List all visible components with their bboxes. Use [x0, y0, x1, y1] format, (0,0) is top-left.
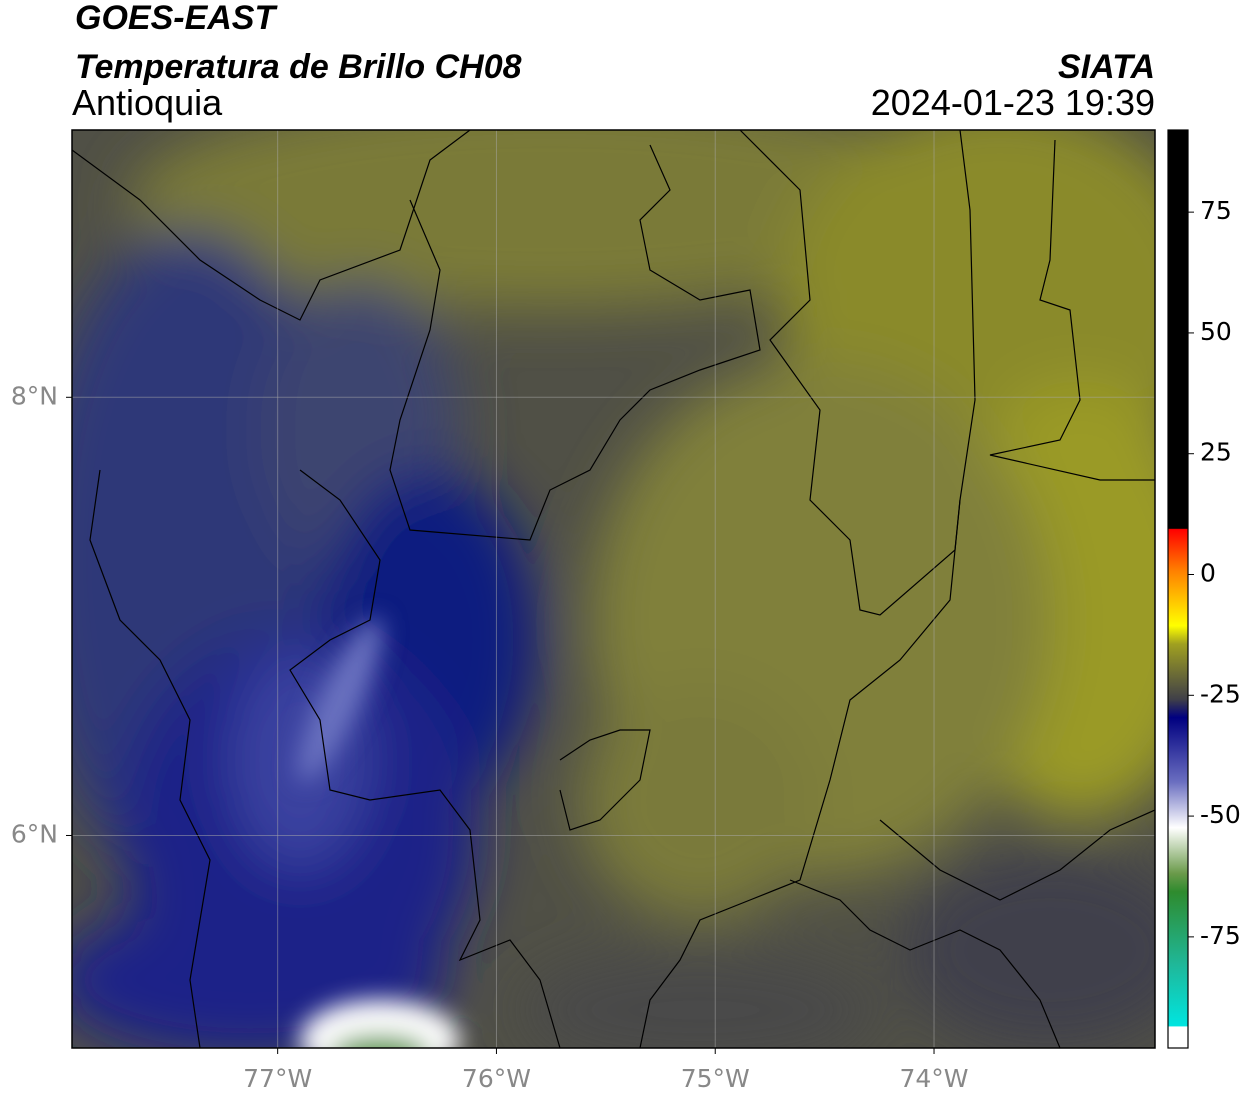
- map-frame: [71, 129, 1156, 1049]
- x-tick-label: 75°W: [681, 1064, 750, 1093]
- field-blobs: [72, 130, 1155, 1048]
- satellite-title: GOES-EAST: [75, 0, 278, 37]
- colorbar-tick-label: -75: [1200, 921, 1241, 950]
- x-tick-label: 76°W: [462, 1064, 531, 1093]
- grid: [72, 130, 1155, 1048]
- region-label: Antioquia: [72, 82, 223, 123]
- colorbar-tick-label: 0: [1200, 559, 1216, 588]
- source-label: SIATA: [1058, 48, 1155, 86]
- product-title: Temperatura de Brillo CH08: [75, 48, 522, 86]
- y-tick-label: 8°N: [11, 381, 58, 410]
- colorbar: [1167, 129, 1189, 1049]
- temperature-field: [72, 130, 1155, 1048]
- x-tick-label: 77°W: [243, 1064, 312, 1093]
- x-tick-label: 74°W: [900, 1064, 969, 1093]
- colorbar-tick-label: 75: [1200, 196, 1232, 225]
- colorbar-tick-label: -25: [1200, 679, 1241, 708]
- datetime-label: 2024-01-23 19:39: [871, 82, 1155, 123]
- borders: [72, 130, 1155, 1048]
- y-tick-label: 6°N: [11, 819, 58, 848]
- colorbar-tick-label: 25: [1200, 438, 1232, 467]
- colorbar-tick-label: 50: [1200, 317, 1232, 346]
- colorbar-tick-label: -50: [1200, 800, 1241, 829]
- cold-core: [297, 617, 460, 1048]
